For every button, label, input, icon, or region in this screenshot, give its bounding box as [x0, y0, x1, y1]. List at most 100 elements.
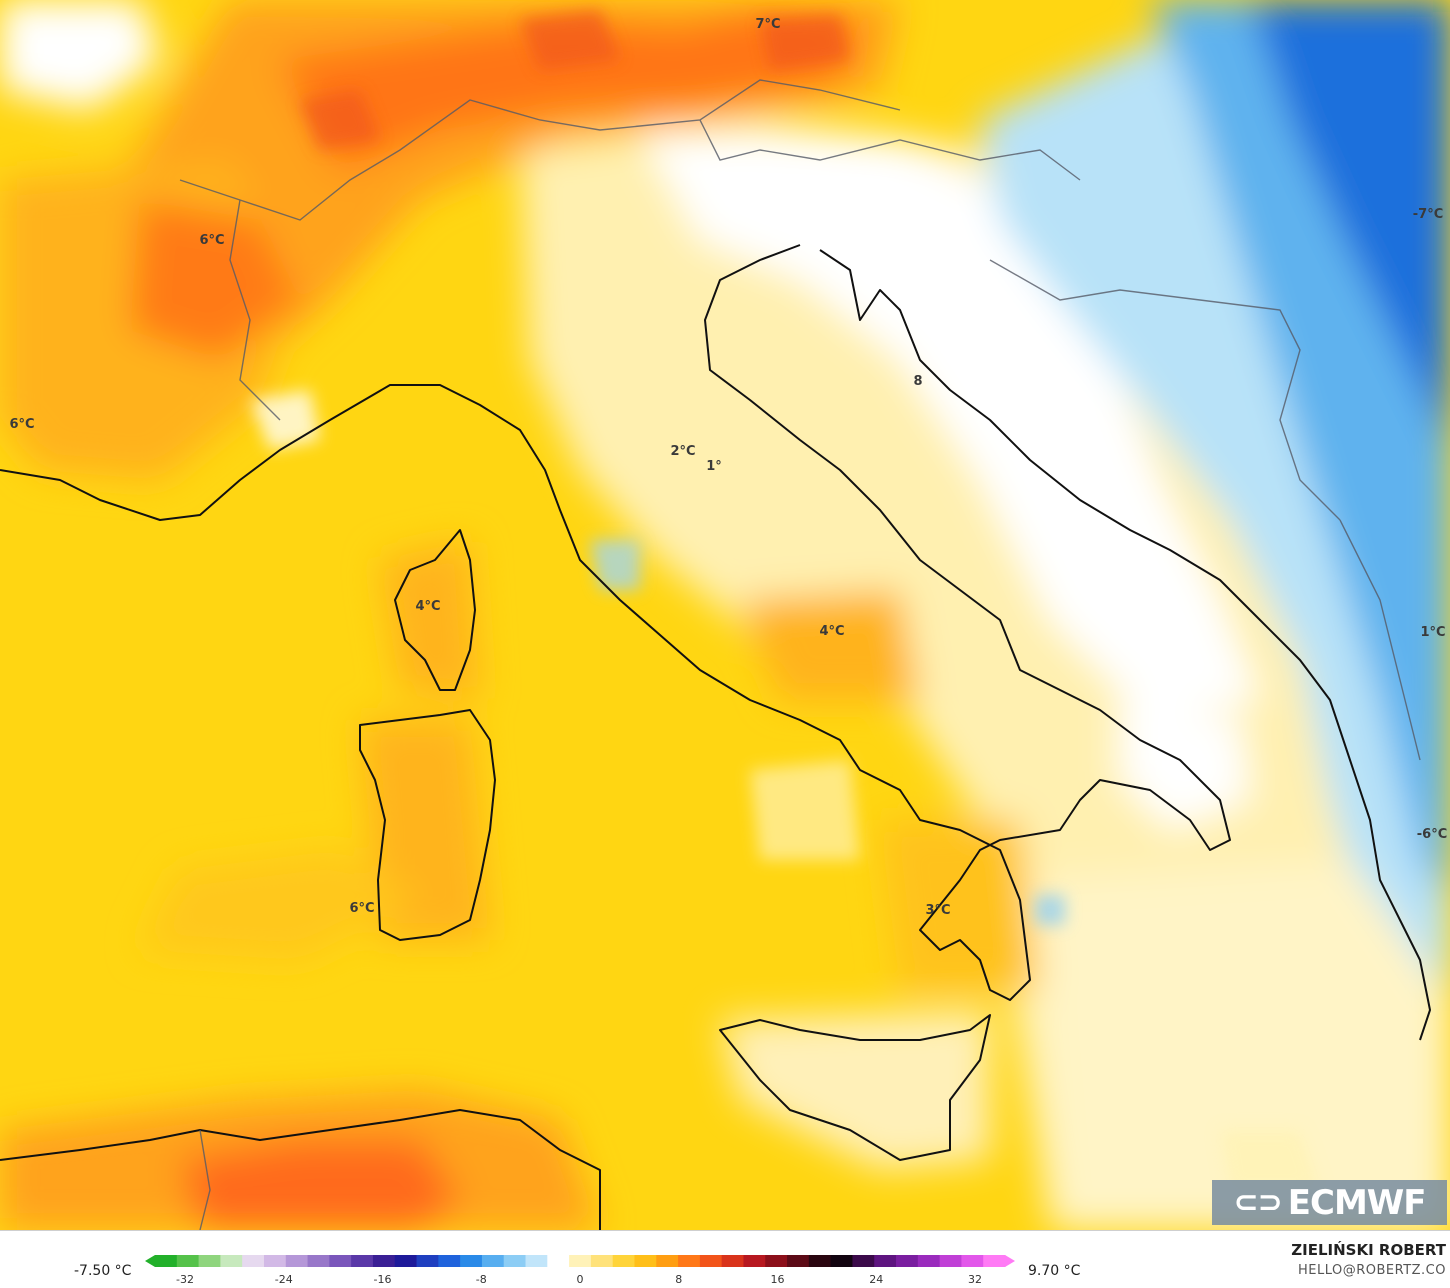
border-africa: [199, 1129, 211, 1230]
pale-field-ionian: [1030, 860, 1450, 1230]
author-email: HELLO@ROBERTZ.CO: [1297, 1263, 1446, 1278]
pale-field-sicily: [720, 1010, 990, 1170]
colorbar-segment: [198, 1255, 221, 1267]
colorbar-segment: [329, 1255, 352, 1267]
colorbar-segment: [438, 1255, 461, 1267]
colorbar-segment: [939, 1255, 962, 1267]
colorbar-segment: [176, 1255, 200, 1267]
temp-label-central-italy: 4°C: [819, 624, 844, 639]
legend-max-value: 9.70 °C: [1028, 1263, 1081, 1279]
border-slovenia: [699, 119, 1081, 181]
colorbar-segment: [220, 1255, 243, 1267]
legend-min-value: -7.50 °C: [74, 1263, 132, 1279]
colorbar-segment: [263, 1255, 287, 1267]
patch-white-liguria: [250, 390, 320, 450]
temp-label-greece-west: -6°C: [1417, 827, 1447, 842]
colorbar-segment: [656, 1255, 679, 1267]
temp-label-apennines-small: 1°: [706, 459, 722, 474]
colorbar-segment: [634, 1255, 657, 1267]
patch-red-alps-3: [760, 15, 850, 70]
coastline-sardinia: [359, 709, 496, 941]
red-field-west: [130, 200, 300, 360]
colorbar-segment: [874, 1255, 897, 1267]
colorbar-segment: [917, 1255, 941, 1267]
colorbar-segment: [787, 1255, 810, 1267]
colorbar-segment: [351, 1255, 374, 1267]
patch-blue-calabria: [1035, 895, 1065, 925]
colorbar-segment: [307, 1255, 330, 1267]
temp-label-croatia: 8: [913, 374, 922, 389]
author-name: ZIELIŃSKI ROBERT: [1291, 1241, 1446, 1259]
colorbar-segment: [721, 1255, 744, 1267]
colorbar-segment: [765, 1255, 788, 1267]
temp-label-balkans-east: -7°C: [1413, 207, 1443, 222]
colorbar-segment: [983, 1255, 1006, 1267]
colorbar-segment: [481, 1255, 505, 1267]
colorbar-tick-label: 24: [869, 1273, 884, 1286]
colorbar-segment: [394, 1255, 418, 1267]
colorbar-tick-label: -32: [176, 1273, 194, 1286]
colorbar-segment: [547, 1255, 570, 1267]
colorbar-segment: [460, 1255, 483, 1267]
colorbar-segment: [852, 1255, 875, 1267]
colorbar-segment: [612, 1255, 635, 1267]
coastline-croatia: [819, 249, 1431, 1041]
temp-label-po-valley: 2°C: [670, 444, 695, 459]
colorbar-right-arrow: [1005, 1255, 1015, 1267]
ecmwf-logo: ⊂⊃ ECMWF: [1212, 1180, 1447, 1225]
colorbar-segment: [743, 1255, 766, 1267]
colorbar-segment: [285, 1255, 309, 1267]
colorbar-segment: [525, 1255, 548, 1267]
colorbar-segment: [416, 1255, 439, 1267]
ecmwf-logo-mark-icon: ⊂⊃: [1233, 1185, 1282, 1220]
colorbar-tick-label: 32: [968, 1273, 982, 1286]
temp-label-calabria: 3°C: [925, 903, 950, 918]
white-field-corner: [0, 0, 160, 110]
coastline-africa: [0, 1109, 601, 1230]
colorbar-segment: [699, 1255, 723, 1267]
border-balkans: [1339, 519, 1421, 761]
patch-blue-tyrrhenian: [590, 540, 640, 590]
temp-label-alps-west: 6°C: [199, 233, 224, 248]
colorbar-tick-label: -16: [373, 1273, 392, 1286]
orange-field-central: [740, 590, 920, 700]
orange-field-sea-south: [140, 850, 420, 960]
red-field-africa: [180, 1140, 460, 1230]
temperature-anomaly-map: 7°C 6°C 6°C -7°C 2°C 1° 4°C 4°C 1°C -6°C…: [0, 0, 1450, 1230]
colorbar-tick-label: 16: [770, 1273, 785, 1286]
colorbar-segment: [569, 1255, 592, 1267]
colorbar-segment: [155, 1255, 178, 1267]
colorbar-segment: [503, 1255, 527, 1267]
border-alps: [179, 79, 901, 221]
blue-field-dark: [1250, 0, 1450, 450]
colorbar-tick-label: -24: [274, 1273, 293, 1286]
colorbar-segment: [590, 1255, 614, 1267]
ecmwf-logo-text: ECMWF: [1287, 1182, 1427, 1223]
white-field-northeast: [640, 130, 1260, 720]
temp-label-sardinia: 6°C: [349, 901, 374, 916]
temp-label-france-south: 6°C: [9, 417, 34, 432]
colorbar-tick-label: -8: [475, 1273, 487, 1286]
patch-pale-sea-2: [1220, 1130, 1320, 1190]
patch-red-alps-2: [520, 10, 620, 70]
colorbar-segment: [372, 1255, 396, 1267]
coastline-italy: [0, 244, 1231, 1001]
legend-bar: -7.50 °C -32 -24 -16 -8 0 8 16 24 32 9.70 °C ZIE…: [0, 1230, 1450, 1288]
colorbar-tick-label: 0: [576, 1273, 584, 1286]
colorbar: [145, 1255, 1015, 1267]
border-france-italy: [229, 199, 281, 421]
patch-pale-sea-1: [750, 760, 860, 860]
colorbar-segment: [678, 1255, 701, 1267]
border-croatia-bosnia: [989, 259, 1341, 521]
red-field-alps: [280, 10, 860, 170]
colorbar-segment: [242, 1255, 265, 1267]
colorbar-segment: [808, 1255, 832, 1267]
colorbar-segment: [961, 1255, 984, 1267]
orange-field-calabria: [880, 820, 1040, 990]
colorbar-segment: [830, 1255, 853, 1267]
coastline-corsica: [394, 529, 476, 691]
colorbar-left-arrow: [145, 1255, 155, 1267]
coastline-sicily: [719, 1014, 991, 1161]
colorbar-segment: [896, 1255, 919, 1267]
temp-label-balkans-south: 1°C: [1420, 625, 1445, 640]
